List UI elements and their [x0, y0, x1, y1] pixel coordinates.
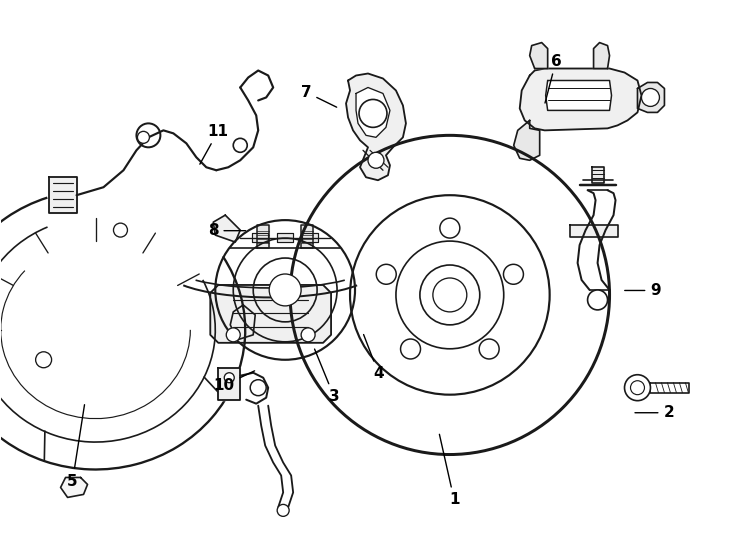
- Polygon shape: [211, 285, 331, 343]
- Polygon shape: [257, 225, 269, 248]
- Text: 7: 7: [301, 85, 337, 107]
- Text: 4: 4: [363, 335, 384, 381]
- Circle shape: [588, 290, 608, 310]
- Text: 8: 8: [208, 223, 246, 238]
- Circle shape: [301, 328, 315, 342]
- Polygon shape: [61, 477, 87, 497]
- Polygon shape: [218, 368, 240, 400]
- Circle shape: [504, 264, 523, 284]
- Circle shape: [250, 380, 266, 396]
- Text: 5: 5: [68, 404, 84, 489]
- Circle shape: [233, 138, 247, 152]
- Polygon shape: [230, 305, 255, 340]
- Polygon shape: [514, 120, 539, 160]
- Circle shape: [377, 264, 396, 284]
- Polygon shape: [356, 87, 390, 137]
- Polygon shape: [650, 383, 689, 393]
- Circle shape: [225, 373, 234, 383]
- Text: 2: 2: [635, 405, 675, 420]
- Polygon shape: [594, 43, 609, 69]
- Polygon shape: [48, 177, 76, 213]
- Circle shape: [359, 99, 387, 127]
- Polygon shape: [520, 69, 642, 130]
- Polygon shape: [277, 233, 293, 242]
- Text: 10: 10: [214, 371, 255, 393]
- Circle shape: [401, 339, 421, 359]
- Text: 6: 6: [545, 53, 562, 103]
- Circle shape: [36, 352, 51, 368]
- Circle shape: [642, 89, 659, 106]
- Text: 9: 9: [625, 283, 661, 298]
- Circle shape: [114, 223, 128, 237]
- Circle shape: [440, 218, 459, 238]
- Polygon shape: [301, 225, 313, 248]
- Circle shape: [137, 131, 150, 143]
- Polygon shape: [214, 215, 240, 242]
- Circle shape: [269, 274, 301, 306]
- Circle shape: [277, 504, 289, 516]
- Polygon shape: [545, 80, 611, 110]
- Polygon shape: [592, 167, 603, 183]
- Polygon shape: [570, 225, 617, 237]
- Circle shape: [368, 152, 384, 168]
- Text: 11: 11: [200, 124, 229, 164]
- Circle shape: [479, 339, 499, 359]
- Polygon shape: [638, 83, 664, 112]
- Polygon shape: [346, 73, 406, 180]
- Text: 1: 1: [440, 434, 459, 508]
- Polygon shape: [252, 233, 268, 242]
- Circle shape: [433, 278, 467, 312]
- Text: 3: 3: [315, 349, 339, 404]
- Polygon shape: [302, 233, 318, 242]
- Polygon shape: [530, 43, 548, 69]
- Circle shape: [625, 375, 650, 401]
- Circle shape: [226, 328, 240, 342]
